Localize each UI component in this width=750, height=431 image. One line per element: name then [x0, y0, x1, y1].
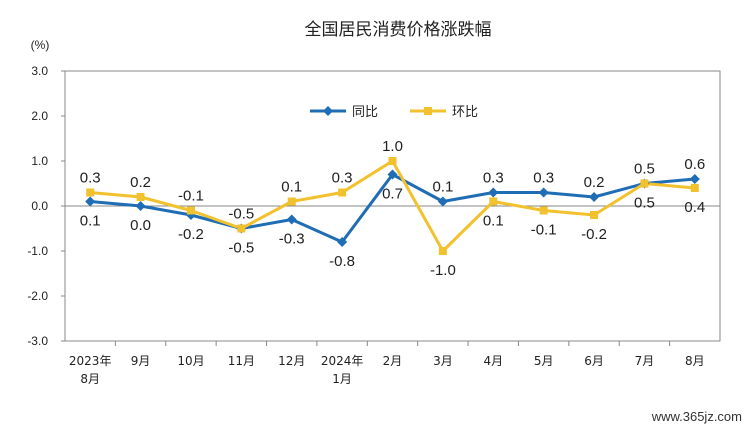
series-markers	[85, 157, 700, 255]
watermark-text: www.365jz.com	[651, 409, 742, 424]
x-axis-ticks: 2023年 8月 9月 10月 11月 12月 2024年 1月 2月 3月 4月 5月 6月 7月 8月	[69, 341, 705, 386]
data-point-marker	[590, 211, 599, 219]
y-tick-label: -3.0	[27, 334, 48, 348]
data-point-marker	[338, 188, 347, 197]
x-tick-label: 5月	[534, 354, 554, 368]
data-point-marker	[286, 214, 297, 225]
data-label: -0.1	[531, 222, 557, 239]
y-tick-label: -1.0	[27, 244, 48, 258]
data-label: 0.0	[130, 217, 151, 234]
x-tick-label: 9月	[131, 354, 151, 368]
data-point-marker	[589, 192, 600, 202]
data-point-marker	[640, 179, 649, 188]
y-axis-ticks: 3.0 2.0 1.0 0.0 -1.0 -2.0 -3.0	[27, 64, 65, 348]
data-point-marker	[337, 237, 348, 247]
data-point-marker	[237, 224, 246, 233]
y-tick-label: -2.0	[27, 289, 48, 303]
x-tick-label: 7月	[635, 354, 655, 368]
legend-swatch-marker	[323, 106, 333, 116]
x-tick-label: 2024年	[321, 354, 364, 368]
data-label: 0.1	[483, 213, 504, 230]
data-label: 0.1	[80, 213, 101, 230]
data-label: 1.0	[382, 138, 403, 155]
y-tick-label: 2.0	[31, 109, 48, 123]
x-tick-label: 3月	[433, 354, 453, 368]
data-point-marker	[488, 187, 499, 198]
data-label: 0.1	[281, 179, 302, 196]
data-point-marker	[538, 187, 549, 198]
data-label: -0.5	[228, 206, 254, 223]
data-point-marker	[689, 174, 700, 184]
data-label: -0.8	[329, 253, 355, 270]
data-label: -0.3	[279, 231, 305, 248]
x-tick-label: 8月	[80, 372, 100, 386]
data-label: 0.3	[483, 170, 504, 187]
data-point-marker	[388, 157, 397, 165]
data-point-marker	[387, 169, 398, 180]
data-label: 0.5	[634, 161, 655, 178]
data-point-marker	[489, 197, 498, 206]
x-tick-label: 2月	[383, 354, 403, 368]
data-point-marker	[86, 188, 95, 197]
data-label: 0.5	[634, 195, 655, 212]
data-label: 0.3	[533, 170, 554, 187]
y-axis-unit-label: (%)	[31, 38, 50, 52]
data-label: 0.1	[432, 179, 453, 196]
data-point-marker	[539, 206, 548, 215]
data-point-marker	[135, 201, 146, 211]
legend-label: 同比	[352, 105, 378, 120]
data-point-marker	[287, 197, 296, 206]
chart-title: 全国居民消费价格涨跌幅	[305, 20, 492, 40]
data-label: 0.6	[684, 156, 705, 173]
data-label: -0.2	[178, 226, 204, 243]
x-tick-label: 11月	[228, 354, 255, 368]
data-point-marker	[186, 206, 195, 215]
data-point-marker	[438, 247, 447, 255]
data-label: 0.3	[80, 170, 101, 187]
legend-swatch-marker	[424, 107, 432, 115]
legend-label: 环比	[452, 105, 478, 120]
x-tick-label: 4月	[483, 354, 503, 368]
data-labels: 0.1 0.3 0.0 0.2 -0.2 -0.1 -0.5 -0.5 -0.3 0.1 -0.8 0…	[80, 138, 705, 279]
data-point-marker	[437, 196, 448, 207]
data-label: 0.2	[584, 174, 605, 191]
x-tick-label: 6月	[584, 354, 604, 368]
y-tick-label: 1.0	[31, 154, 48, 168]
data-point-marker	[690, 184, 699, 192]
data-point-marker	[136, 193, 145, 201]
y-tick-label: 3.0	[31, 64, 48, 78]
data-label: -1.0	[430, 262, 456, 279]
data-label: -0.5	[228, 240, 254, 257]
x-tick-label: 12月	[278, 354, 305, 368]
data-label: 0.2	[130, 174, 151, 191]
legend: 同比 环比	[310, 105, 478, 120]
x-tick-label: 1月	[332, 372, 352, 386]
data-label: 0.7	[382, 186, 403, 203]
data-label: 0.4	[684, 199, 705, 216]
x-tick-label: 8月	[685, 354, 705, 368]
data-label: 0.3	[332, 170, 353, 187]
data-point-marker	[85, 196, 96, 207]
data-label: -0.2	[581, 226, 607, 243]
data-label: -0.1	[178, 188, 204, 205]
y-tick-label: 0.0	[31, 199, 48, 213]
x-tick-label: 2023年	[69, 354, 112, 368]
x-tick-label: 10月	[177, 354, 204, 368]
